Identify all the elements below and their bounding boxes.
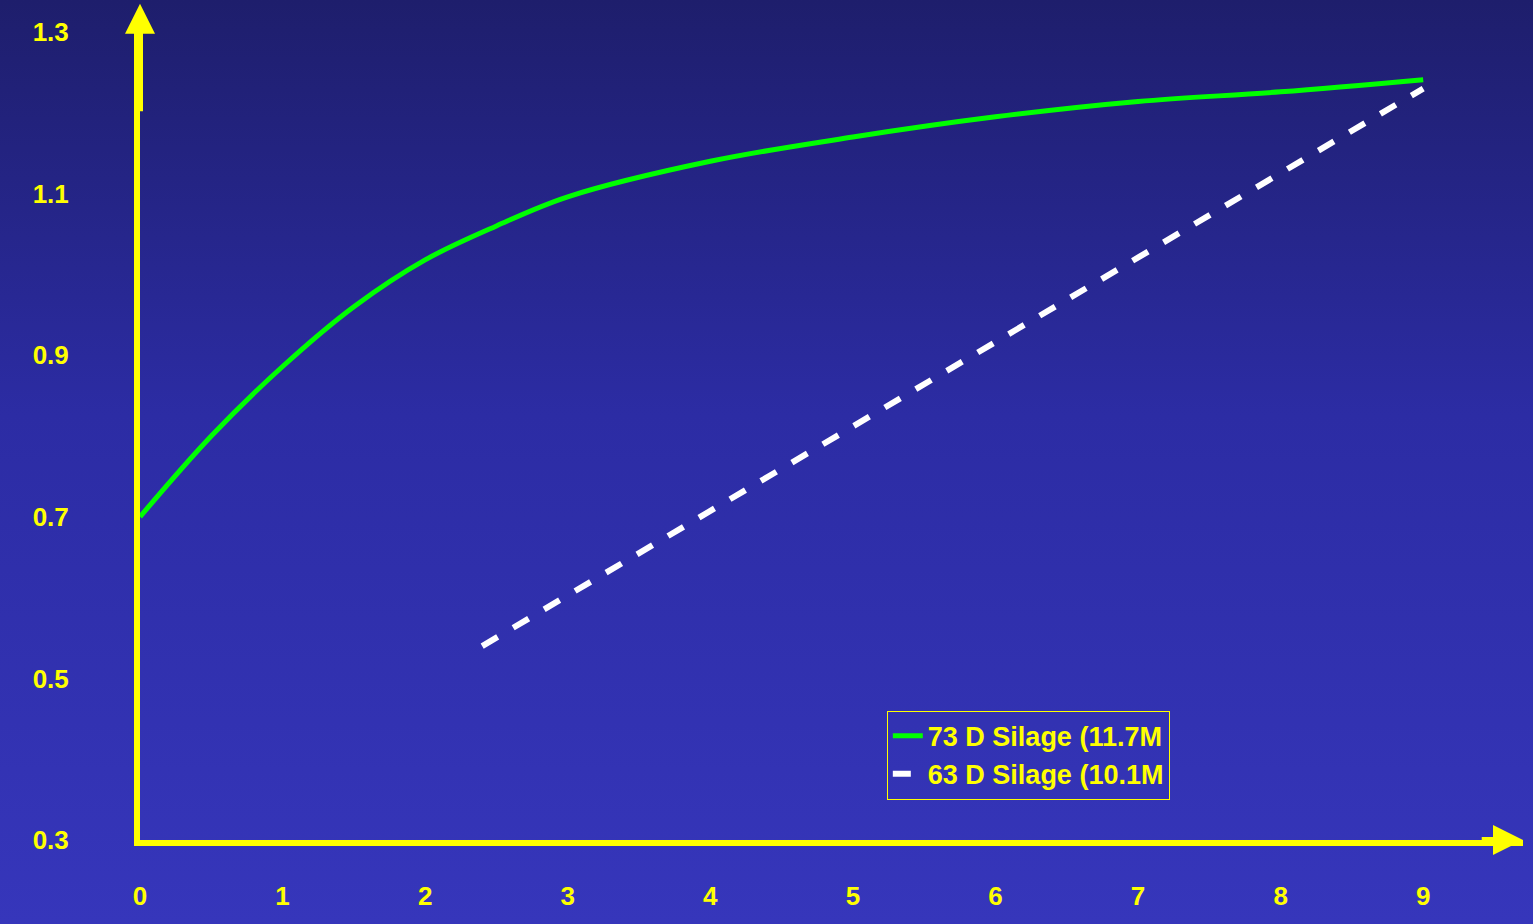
svg-text:0.5: 0.5 xyxy=(33,664,69,694)
svg-text:63 D Silage (10.1M: 63 D Silage (10.1M xyxy=(928,760,1164,790)
svg-text:0.7: 0.7 xyxy=(33,502,69,532)
svg-text:7: 7 xyxy=(1131,881,1145,911)
svg-text:5: 5 xyxy=(846,881,860,911)
svg-text:0.9: 0.9 xyxy=(33,340,69,370)
svg-text:2: 2 xyxy=(418,881,432,911)
svg-text:4: 4 xyxy=(703,881,718,911)
svg-text:8: 8 xyxy=(1273,881,1287,911)
svg-text:0: 0 xyxy=(133,881,147,911)
svg-text:73 D Silage (11.7M: 73 D Silage (11.7M xyxy=(928,722,1162,752)
svg-text:1: 1 xyxy=(275,881,289,911)
svg-text:6: 6 xyxy=(988,881,1002,911)
svg-text:0.3: 0.3 xyxy=(33,825,69,855)
svg-text:1.3: 1.3 xyxy=(33,17,69,47)
svg-text:1.1: 1.1 xyxy=(33,179,69,209)
svg-text:9: 9 xyxy=(1416,881,1430,911)
svg-text:3: 3 xyxy=(560,881,574,911)
